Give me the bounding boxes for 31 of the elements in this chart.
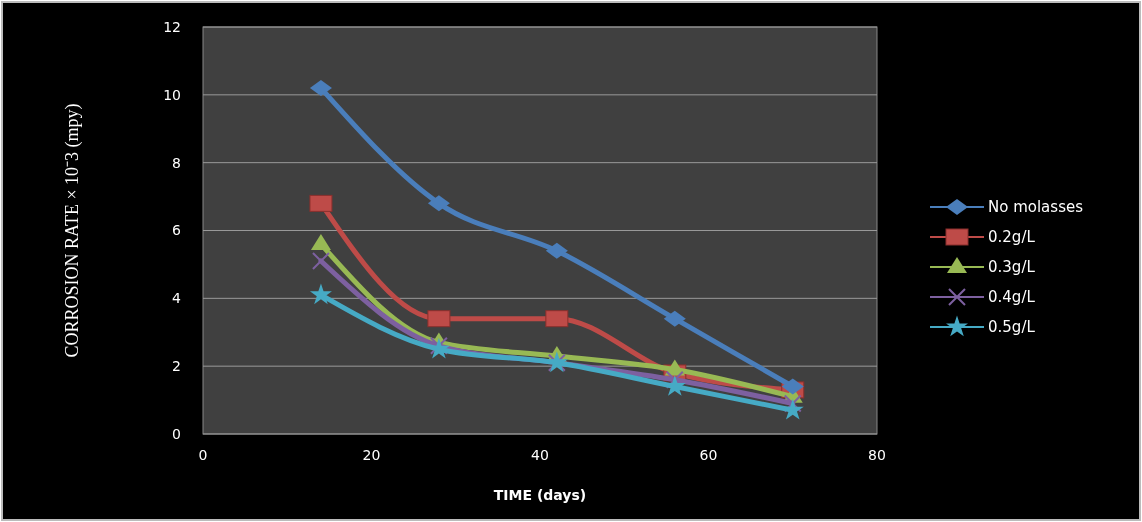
x-tick-label: 20 [362, 447, 381, 463]
point [545, 310, 569, 328]
point [309, 80, 332, 97]
y-tick-label: 0 [172, 425, 181, 442]
legend-label: 0.2g/L [988, 228, 1036, 247]
legend-label: 0.5g/L [988, 318, 1036, 337]
point [309, 283, 332, 305]
y-tick-label: 10 [163, 86, 181, 103]
x-tick-label: 40 [531, 447, 549, 463]
legend-label: 0.4g/L [988, 288, 1036, 307]
x-axis-title: TIME (days) [493, 487, 587, 503]
point [311, 252, 330, 271]
point [783, 394, 802, 413]
x-tick-label: 80 [868, 447, 886, 463]
legend-label: 0.3g/L [988, 258, 1036, 277]
point [545, 242, 568, 259]
x-tick-label: 60 [699, 447, 718, 463]
y-tick-label: 4 [172, 290, 182, 307]
point [310, 234, 331, 251]
legend-label: No molasses [988, 198, 1084, 217]
point [309, 194, 333, 212]
y-axis-title: CORROSION RATE × 10⁻3 (mpy) [62, 103, 83, 358]
point [427, 195, 450, 212]
point [663, 310, 686, 327]
y-tick-label: 6 [172, 222, 182, 239]
x-tick-label: 0 [198, 447, 208, 463]
y-tick-label: 12 [163, 18, 181, 35]
point [781, 378, 804, 395]
y-tick-label: 8 [172, 154, 181, 171]
point [427, 310, 451, 328]
y-tick-label: 2 [172, 358, 181, 375]
